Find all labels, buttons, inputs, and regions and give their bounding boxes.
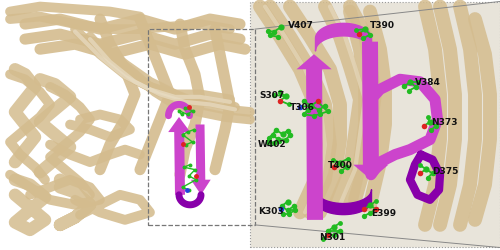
Text: S307: S307	[259, 91, 284, 100]
Text: T400: T400	[328, 160, 352, 169]
Bar	[148, 30, 255, 225]
Text: E399: E399	[371, 208, 396, 218]
Text: N373: N373	[431, 118, 458, 126]
Text: D375: D375	[432, 166, 459, 175]
FancyArrow shape	[168, 118, 190, 195]
Text: N301: N301	[319, 232, 345, 241]
FancyArrow shape	[354, 42, 388, 180]
FancyArrow shape	[191, 125, 210, 195]
Text: W402: W402	[258, 139, 286, 148]
Bar	[250, 2, 500, 248]
Text: T306: T306	[290, 102, 314, 112]
FancyArrow shape	[296, 55, 332, 220]
Text: V384: V384	[415, 78, 441, 86]
Text: V407: V407	[288, 21, 314, 30]
Text: T390: T390	[370, 21, 395, 30]
Text: K303: K303	[258, 206, 283, 215]
